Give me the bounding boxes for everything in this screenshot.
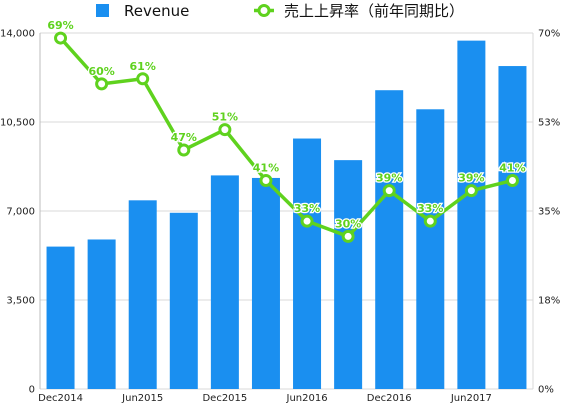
legend-growth-marker [257,4,271,17]
growth-label-10: 39% [458,172,484,185]
growth-label-3: 47% [171,131,197,144]
growth-label-11: 41% [499,161,525,174]
growth-line [54,31,519,243]
left-y-axis: 0 3,500 7,000 10,500 14,000 [0,29,35,396]
left-tick-label-0: 0 [29,385,35,396]
left-tick-label-3: 10,500 [0,118,35,129]
revenue-bar-7 [334,160,363,389]
growth-label-4: 51% [212,111,238,124]
x-tick-label-4: Dec2015 [202,393,247,403]
revenue-bar-2 [128,200,157,389]
grid-lines [39,32,534,390]
revenue-bar-0 [46,246,75,389]
growth-point-3 [177,143,191,157]
legend: Revenue 売上上昇率（前年同期比） [96,2,464,20]
growth-point-6 [300,214,314,228]
revenue-bar-10 [457,40,486,389]
right-tick-label-3: 53% [538,118,560,129]
left-tick-label-1: 3,500 [6,296,35,307]
growth-label-8: 39% [376,172,402,185]
x-axis: Dec2014 Jun2015 Dec2015 Jun2016 Dec2016 Jun20… [38,393,492,403]
right-tick-label-4: 70% [538,29,560,40]
growth-point-8 [382,184,396,198]
growth-point-9 [423,214,437,228]
right-tick-label-2: 35% [538,207,560,218]
growth-label-0: 69% [47,19,73,32]
growth-label-7: 30% [335,217,361,230]
right-tick-label-1: 18% [538,296,560,307]
x-tick-label-2: Jun2015 [121,393,163,403]
growth-label-5: 41% [253,161,279,174]
growth-label-2: 61% [130,60,156,73]
right-tick-label-0: 0% [538,385,554,396]
revenue-bar-1 [87,239,116,389]
revenue-bar-8 [375,90,404,389]
left-tick-label-4: 14,000 [0,29,35,40]
growth-point-2 [136,72,150,86]
right-y-axis: 0% 18% 35% 53% 70% [538,29,560,396]
growth-point-4 [218,123,232,137]
revenue-bar-11 [498,66,527,390]
growth-polyline [59,36,513,239]
growth-point-0 [54,31,68,45]
growth-label-6: 33% [294,202,320,215]
legend-growth-label: 売上上昇率（前年同期比） [284,2,464,20]
revenue-bar-5 [251,177,280,389]
revenue-bars [46,40,527,390]
revenue-bar-4 [210,175,239,389]
growth-label-9: 33% [417,202,443,215]
growth-data-labels: 69% 60% 61% 47% 51% 41% 33% 30% 39% 33% 39% 41% [46,18,527,232]
revenue-bar-9 [416,109,445,390]
revenue-bar-3 [169,212,198,389]
left-tick-label-2: 7,000 [6,207,35,218]
x-tick-label-6: Jun2016 [286,393,328,403]
x-tick-label-10: Jun2017 [450,393,492,403]
growth-point-7 [341,229,355,243]
growth-point-11 [505,173,519,187]
legend-revenue-swatch [96,4,109,17]
x-tick-label-0: Dec2014 [38,393,83,403]
x-tick-label-8: Dec2016 [367,393,412,403]
revenue-bar-6 [293,138,322,389]
growth-point-10 [464,184,478,198]
growth-point-1 [95,77,109,91]
legend-revenue-label: Revenue [124,2,189,20]
growth-label-1: 60% [88,65,114,78]
growth-point-5 [259,173,273,187]
